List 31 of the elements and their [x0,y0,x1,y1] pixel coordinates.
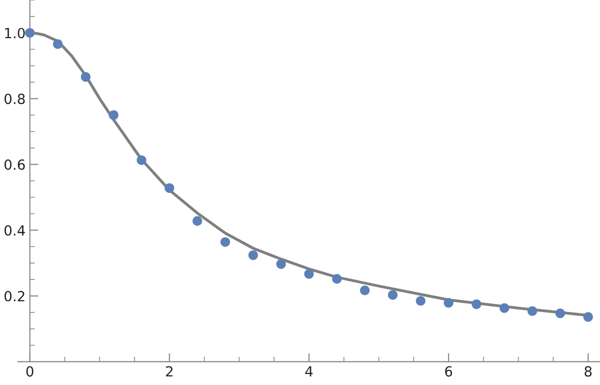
point [583,312,593,322]
point [80,72,90,82]
point [164,183,174,193]
point [52,39,63,49]
point [528,306,538,316]
point [388,290,398,300]
x-tick-label: 0 [26,366,34,377]
y-tick-label: 1.0 [5,28,25,38]
x-tick-label: 4 [305,366,313,376]
y-tick-label: 0.8 [4,94,25,104]
point [360,286,370,296]
point [136,155,146,165]
point [108,110,118,120]
point [444,298,454,308]
y-tick-label: 0.6 [4,159,25,170]
y-tick-label: 0.4 [4,225,25,236]
x-tick-label: 2 [166,366,172,376]
point [192,216,202,226]
x-tick-label: 6 [445,366,452,377]
point [416,296,426,306]
x-tick-label: 8 [584,366,592,377]
point [304,269,314,279]
point [276,259,286,269]
point [500,303,510,313]
point [248,250,258,260]
point [25,28,35,38]
point [555,308,566,318]
point [332,274,342,284]
y-tick-label: 0.2 [4,290,24,302]
point [472,299,482,309]
point [220,237,230,247]
